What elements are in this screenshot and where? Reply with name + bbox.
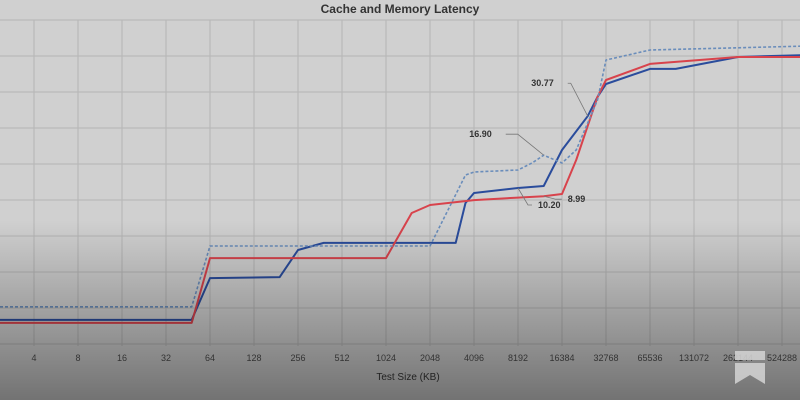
x-tick-label: 16384: [549, 353, 574, 363]
x-tick-label: 512: [334, 353, 349, 363]
x-tick-label: 4096: [464, 353, 484, 363]
x-tick-label: 131072: [679, 353, 709, 363]
x-tick-label: 16: [117, 353, 127, 363]
chart-title: Cache and Memory Latency: [321, 2, 480, 16]
x-tick-label: 8: [75, 353, 80, 363]
bookmark-logo-icon: [735, 351, 765, 384]
x-tick-label: 65536: [637, 353, 662, 363]
x-tick-label: 1024: [376, 353, 396, 363]
x-tick-label: 32768: [593, 353, 618, 363]
x-tick-label: 128: [246, 353, 261, 363]
x-tick-label: 4: [31, 353, 36, 363]
x-tick-label: 524288: [767, 353, 797, 363]
x-tick-label: 64: [205, 353, 215, 363]
x-tick-label: 32: [161, 353, 171, 363]
x-tick-label: 2048: [420, 353, 440, 363]
x-tick-label: 256: [290, 353, 305, 363]
x-axis-label: Test Size (KB): [376, 372, 439, 383]
x-tick-label: 8192: [508, 353, 528, 363]
